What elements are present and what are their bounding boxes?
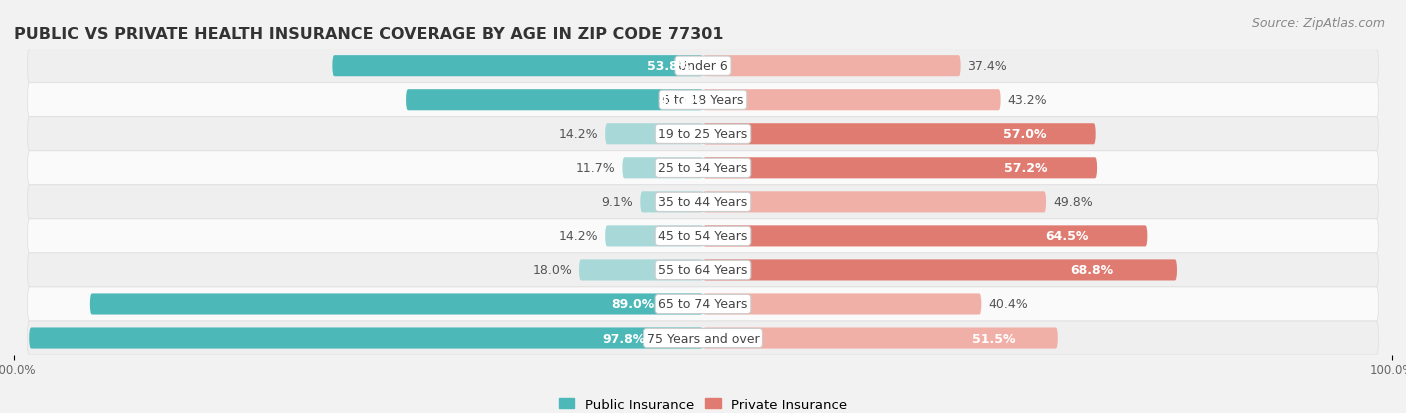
FancyBboxPatch shape (703, 158, 1097, 179)
Text: 18.0%: 18.0% (533, 264, 572, 277)
Text: 55 to 64 Years: 55 to 64 Years (658, 264, 748, 277)
Text: 45 to 54 Years: 45 to 54 Years (658, 230, 748, 243)
Text: 64.5%: 64.5% (1046, 230, 1090, 243)
FancyBboxPatch shape (332, 56, 703, 77)
Text: 65 to 74 Years: 65 to 74 Years (658, 298, 748, 311)
FancyBboxPatch shape (703, 294, 981, 315)
Text: 43.2%: 43.2% (1008, 94, 1047, 107)
Text: 43.1%: 43.1% (658, 94, 702, 107)
Text: Under 6: Under 6 (678, 60, 728, 73)
FancyBboxPatch shape (28, 185, 1378, 219)
FancyBboxPatch shape (703, 192, 1046, 213)
Text: 9.1%: 9.1% (602, 196, 634, 209)
FancyBboxPatch shape (605, 226, 703, 247)
FancyBboxPatch shape (703, 328, 1057, 349)
FancyBboxPatch shape (703, 56, 960, 77)
FancyBboxPatch shape (28, 253, 1378, 287)
FancyBboxPatch shape (703, 124, 1095, 145)
Text: 89.0%: 89.0% (612, 298, 654, 311)
FancyBboxPatch shape (703, 90, 1001, 111)
Text: 57.0%: 57.0% (1004, 128, 1046, 141)
FancyBboxPatch shape (28, 219, 1378, 253)
Legend: Public Insurance, Private Insurance: Public Insurance, Private Insurance (554, 392, 852, 413)
Text: 14.2%: 14.2% (558, 230, 599, 243)
Text: 25 to 34 Years: 25 to 34 Years (658, 162, 748, 175)
Text: 97.8%: 97.8% (602, 332, 645, 345)
FancyBboxPatch shape (703, 260, 1177, 281)
Text: 37.4%: 37.4% (967, 60, 1007, 73)
FancyBboxPatch shape (406, 90, 703, 111)
FancyBboxPatch shape (28, 50, 1378, 83)
Text: 11.7%: 11.7% (575, 162, 616, 175)
Text: Source: ZipAtlas.com: Source: ZipAtlas.com (1251, 17, 1385, 29)
Text: 57.2%: 57.2% (1004, 162, 1047, 175)
FancyBboxPatch shape (28, 83, 1378, 117)
Text: 40.4%: 40.4% (988, 298, 1028, 311)
FancyBboxPatch shape (605, 124, 703, 145)
FancyBboxPatch shape (703, 226, 1147, 247)
Text: 49.8%: 49.8% (1053, 196, 1092, 209)
FancyBboxPatch shape (28, 321, 1378, 355)
Text: 14.2%: 14.2% (558, 128, 599, 141)
Text: 6 to 18 Years: 6 to 18 Years (662, 94, 744, 107)
Text: PUBLIC VS PRIVATE HEALTH INSURANCE COVERAGE BY AGE IN ZIP CODE 77301: PUBLIC VS PRIVATE HEALTH INSURANCE COVER… (14, 26, 724, 41)
FancyBboxPatch shape (623, 158, 703, 179)
FancyBboxPatch shape (579, 260, 703, 281)
Text: 19 to 25 Years: 19 to 25 Years (658, 128, 748, 141)
FancyBboxPatch shape (30, 328, 703, 349)
FancyBboxPatch shape (28, 287, 1378, 321)
FancyBboxPatch shape (28, 117, 1378, 152)
FancyBboxPatch shape (640, 192, 703, 213)
Text: 75 Years and over: 75 Years and over (647, 332, 759, 345)
Text: 68.8%: 68.8% (1070, 264, 1114, 277)
FancyBboxPatch shape (28, 152, 1378, 185)
FancyBboxPatch shape (90, 294, 703, 315)
Text: 53.8%: 53.8% (647, 60, 690, 73)
Text: 51.5%: 51.5% (972, 332, 1015, 345)
Text: 35 to 44 Years: 35 to 44 Years (658, 196, 748, 209)
